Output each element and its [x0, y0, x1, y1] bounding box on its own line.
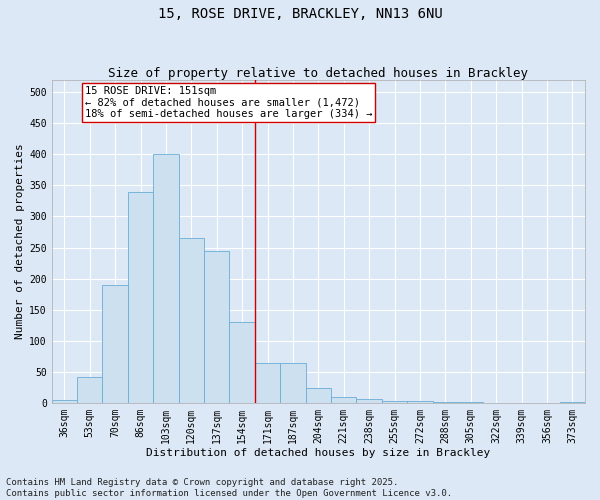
Bar [153, 154, 179, 403]
Bar [407, 402, 433, 403]
Bar [128, 192, 153, 403]
Text: 15 ROSE DRIVE: 151sqm
← 82% of detached houses are smaller (1,472)
18% of semi-d: 15 ROSE DRIVE: 151sqm ← 82% of detached … [85, 86, 372, 119]
Bar [382, 402, 407, 403]
Bar [331, 397, 356, 403]
Bar [305, 388, 331, 403]
Title: Size of property relative to detached houses in Brackley: Size of property relative to detached ho… [109, 66, 529, 80]
Bar [179, 238, 204, 403]
Bar [103, 285, 128, 403]
Text: Contains HM Land Registry data © Crown copyright and database right 2025.
Contai: Contains HM Land Registry data © Crown c… [6, 478, 452, 498]
Bar [255, 363, 280, 403]
Bar [356, 399, 382, 403]
Bar [77, 377, 103, 403]
Bar [280, 363, 305, 403]
Bar [433, 402, 458, 403]
Bar [229, 322, 255, 403]
Bar [560, 402, 585, 403]
Y-axis label: Number of detached properties: Number of detached properties [15, 144, 25, 339]
Bar [52, 400, 77, 403]
Bar [458, 402, 484, 403]
Bar [204, 250, 229, 403]
Text: 15, ROSE DRIVE, BRACKLEY, NN13 6NU: 15, ROSE DRIVE, BRACKLEY, NN13 6NU [158, 8, 442, 22]
X-axis label: Distribution of detached houses by size in Brackley: Distribution of detached houses by size … [146, 448, 490, 458]
